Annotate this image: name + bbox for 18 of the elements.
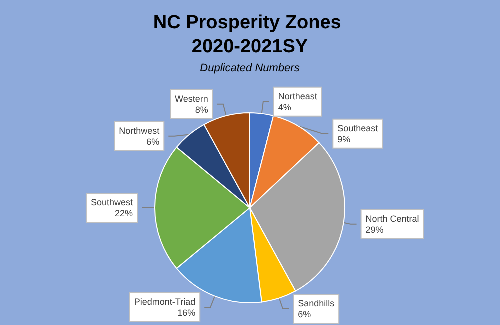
- slice-label: Northwest: [119, 126, 160, 136]
- slice-label: Southeast: [338, 123, 379, 134]
- data-label: 4%: [278, 102, 292, 112]
- slice-label: Western: [175, 94, 208, 104]
- slice-label: Southwest: [90, 198, 134, 208]
- data-label: 29%: [366, 224, 384, 235]
- slice-label: Sandhills: [298, 298, 336, 308]
- data-label: 22%: [114, 208, 133, 218]
- chart-subtitle: Duplicated Numbers: [200, 62, 300, 74]
- data-label: 16%: [178, 308, 196, 318]
- slice-label: North Central: [366, 214, 420, 224]
- chart-title: NC Prosperity Zones 2020-2021SY: [153, 12, 347, 58]
- slice-label: Northeast: [278, 91, 318, 102]
- data-label: 6%: [298, 310, 312, 320]
- data-label: 6%: [146, 136, 160, 147]
- data-label: 8%: [195, 104, 208, 115]
- data-label: 9%: [338, 134, 351, 144]
- slice-label: Piedmont-Triad: [134, 296, 196, 307]
